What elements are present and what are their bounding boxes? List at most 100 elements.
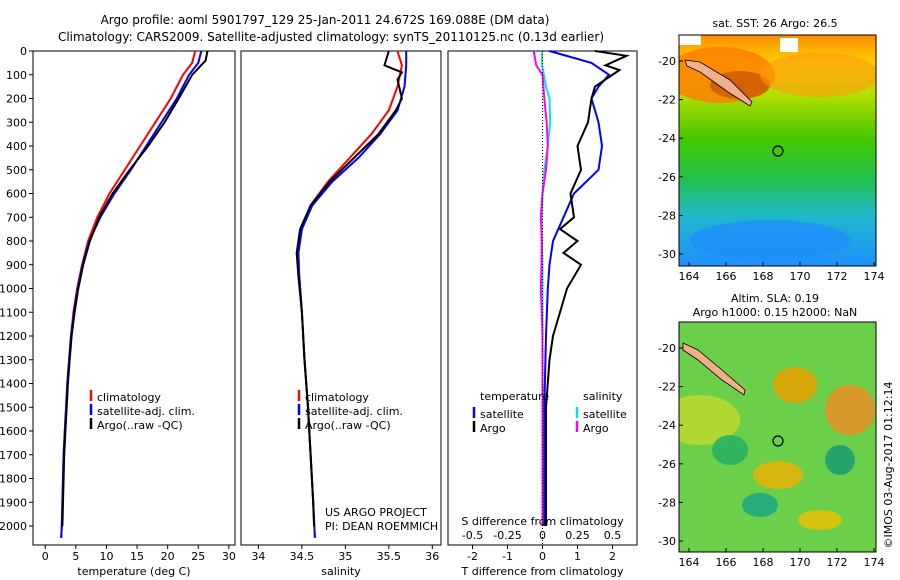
legend-title: salinity bbox=[583, 390, 623, 403]
x-tick-label: 36 bbox=[425, 550, 439, 563]
legend-label: satellite-adj. clim. bbox=[305, 405, 403, 418]
argo-position-marker bbox=[772, 435, 784, 447]
depth-tick-label: 1900 bbox=[0, 496, 27, 509]
x-tick-label: 30 bbox=[222, 550, 236, 563]
depth-tick-label: 2000 bbox=[0, 520, 27, 533]
lat-tick-label: -30 bbox=[658, 535, 676, 548]
sla-high-blob bbox=[753, 461, 803, 489]
lat-tick-label: -30 bbox=[658, 248, 676, 261]
x-tick-label: 20 bbox=[161, 550, 175, 563]
x-axis-label: salinity bbox=[321, 565, 361, 578]
sla-high-blob bbox=[798, 510, 842, 530]
x-axis-label: T difference from climatology bbox=[461, 565, 624, 578]
depth-tick-label: 200 bbox=[6, 93, 27, 106]
lon-tick-label: 166 bbox=[716, 270, 737, 283]
s-tick-label: -0.25 bbox=[493, 529, 521, 542]
lat-tick-label: -26 bbox=[658, 458, 676, 471]
lon-tick-label: 174 bbox=[864, 556, 885, 569]
sla-low-blob bbox=[712, 435, 748, 465]
depth-tick-label: 1400 bbox=[0, 378, 27, 391]
sst-cool-south bbox=[690, 220, 850, 260]
sst-map-ticks: 164 166 168 170 172 174 -20 -22 -24 -26 -28 -30 bbox=[658, 55, 884, 283]
x-tick-label: 0 bbox=[539, 550, 546, 563]
s-tick-label: -0.5 bbox=[462, 529, 483, 542]
legend-label: Argo(..raw -QC) bbox=[97, 419, 183, 432]
legend-label: Argo bbox=[480, 422, 506, 435]
lat-tick-label: -20 bbox=[658, 55, 676, 68]
s-tick-label: 0.25 bbox=[565, 529, 590, 542]
legend-label: satellite bbox=[583, 408, 627, 421]
depth-tick-label: 700 bbox=[6, 211, 27, 224]
series-line-2 bbox=[295, 50, 404, 527]
sst-warm-east bbox=[760, 53, 876, 97]
lon-tick-label: 174 bbox=[864, 270, 885, 283]
plot-frame bbox=[32, 50, 236, 546]
sst-map-frame bbox=[678, 34, 877, 267]
depth-tick-label: 100 bbox=[6, 69, 27, 82]
x-tick-label: -2 bbox=[467, 550, 478, 563]
x-tick-label: 2 bbox=[609, 550, 616, 563]
argo-position-marker bbox=[772, 145, 784, 157]
legend-label: satellite-adj. clim. bbox=[97, 405, 195, 418]
series-line-2 bbox=[61, 50, 209, 527]
x-tick-label: 10 bbox=[99, 550, 113, 563]
sla-map-title: Altim. SLA: 0.19 bbox=[731, 292, 819, 305]
lat-tick-label: -24 bbox=[658, 132, 676, 145]
credit-line: US ARGO PROJECT bbox=[325, 506, 427, 519]
x-tick-label: 5 bbox=[72, 550, 79, 563]
lat-tick-label: -28 bbox=[658, 209, 676, 222]
lat-tick-label: -28 bbox=[658, 496, 676, 509]
figure-title-line-2: Climatology: CARS2009. Satellite-adjuste… bbox=[58, 30, 604, 44]
x-tick-label: -1 bbox=[502, 550, 513, 563]
lat-tick-label: -24 bbox=[658, 419, 676, 432]
sla-low-blob bbox=[825, 445, 855, 475]
new-caledonia-shape bbox=[684, 59, 753, 107]
panel-temperature: 0100200300400500600700800900100011001200… bbox=[0, 45, 236, 578]
depth-tick-label: 0 bbox=[20, 45, 27, 58]
depth-tick-label: 1500 bbox=[0, 401, 27, 414]
depth-tick-label: 300 bbox=[6, 116, 27, 129]
lon-tick-label: 172 bbox=[827, 270, 848, 283]
sst-cloud-mask bbox=[679, 35, 701, 45]
depth-tick-label: 1600 bbox=[0, 425, 27, 438]
lon-tick-label: 168 bbox=[753, 270, 774, 283]
lon-tick-label: 164 bbox=[679, 270, 700, 283]
plot-frame bbox=[240, 50, 442, 546]
lon-tick-label: 168 bbox=[753, 556, 774, 569]
sst-map: sat. SST: 26 Argo: 26.5 164 166 168 170 172 1… bbox=[658, 17, 884, 283]
s-axis-label: S difference from climatology bbox=[461, 515, 624, 528]
depth-tick-label: 1000 bbox=[0, 283, 27, 296]
legend-label: satellite bbox=[480, 408, 524, 421]
s-tick-label: 0 bbox=[539, 529, 546, 542]
sla-map: Altim. SLA: 0.19 Argo h1000: 0.15 h2000:… bbox=[658, 292, 895, 569]
x-tick-label: 34 bbox=[251, 550, 265, 563]
x-tick-label: 34.5 bbox=[290, 550, 315, 563]
sst-cloud-mask bbox=[780, 38, 798, 52]
legend-label: Argo bbox=[583, 422, 609, 435]
s-tick-label: 0.5 bbox=[604, 529, 622, 542]
lat-tick-label: -22 bbox=[658, 381, 676, 394]
lon-tick-label: 164 bbox=[679, 556, 700, 569]
sla-map-frame bbox=[678, 321, 877, 553]
imos-stamp: ©IMOS 03-Aug-2017 01:12:14 bbox=[882, 382, 895, 549]
lat-tick-label: -26 bbox=[658, 171, 676, 184]
x-tick-label: 35 bbox=[338, 550, 352, 563]
legend-label: climatology bbox=[97, 391, 161, 404]
sla-high-blob bbox=[773, 367, 817, 403]
sst-map-title: sat. SST: 26 Argo: 26.5 bbox=[712, 17, 837, 30]
series-line-1 bbox=[545, 50, 630, 526]
depth-tick-label: 1300 bbox=[0, 354, 27, 367]
depth-tick-label: 500 bbox=[6, 164, 27, 177]
legend-label: climatology bbox=[305, 391, 369, 404]
lon-tick-label: 166 bbox=[716, 556, 737, 569]
depth-tick-label: 600 bbox=[6, 188, 27, 201]
legend-title: temperature bbox=[480, 390, 549, 403]
sla-high-blob bbox=[825, 385, 875, 435]
sla-map-subtitle: Argo h1000: 0.15 h2000: NaN bbox=[693, 306, 858, 319]
new-caledonia-shape bbox=[682, 342, 746, 396]
panel-salinity: 34 34.5 35 35.5 36 salinity climatologysatelli… bbox=[240, 50, 442, 578]
x-tick-label: 15 bbox=[130, 550, 144, 563]
legend-label: Argo(..raw -QC) bbox=[305, 419, 391, 432]
sla-blob bbox=[679, 395, 740, 445]
